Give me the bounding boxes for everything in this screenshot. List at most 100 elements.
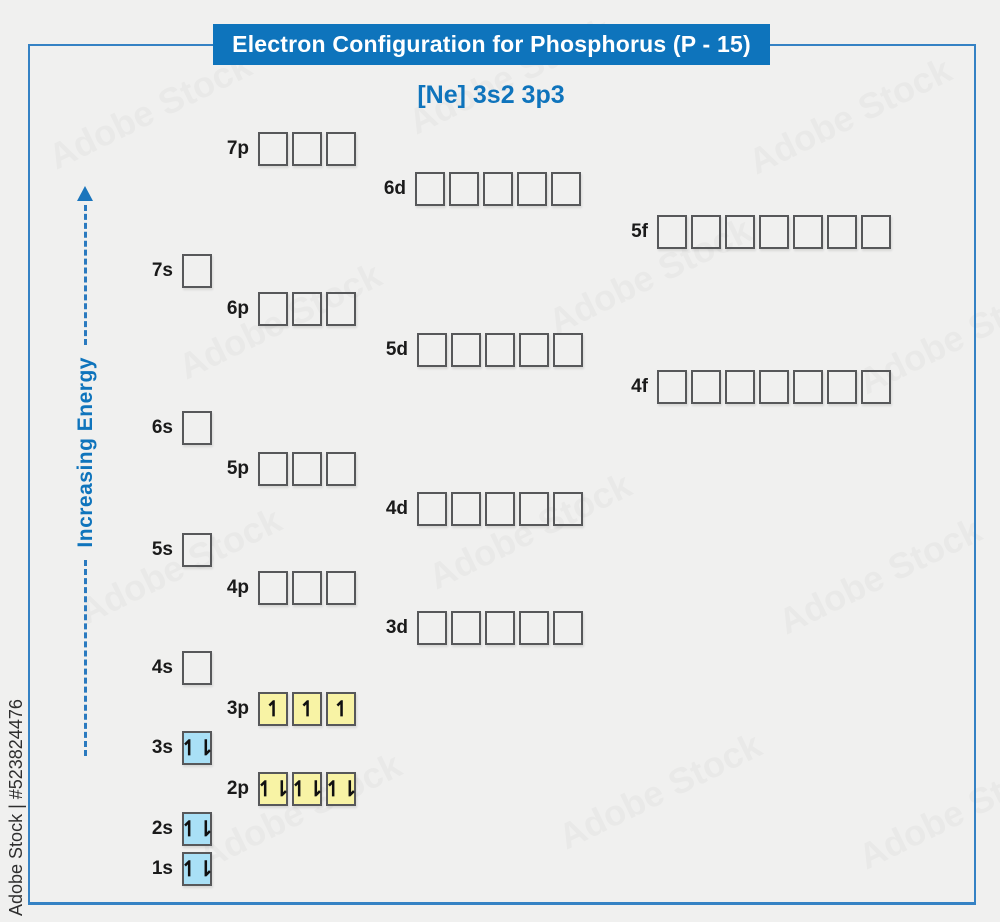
- orbital-box-5p-3: [326, 452, 356, 486]
- orbital-box-6d-1: [415, 172, 445, 206]
- orbital-box-5f-2: [691, 215, 721, 249]
- orbital-box-5d-1: [417, 333, 447, 367]
- orbital-box-5f-6: [827, 215, 857, 249]
- orbital-row-3s: 3s ↿⇂: [152, 731, 215, 765]
- orbital-row-3p: 3p ↿ ↿ ↿: [227, 692, 356, 726]
- orbital-row-5d: 5d: [386, 333, 583, 367]
- orbital-box-4p-2: [292, 571, 322, 605]
- orbital-row-7p: 7p: [227, 132, 356, 166]
- orbital-box-6p-2: [292, 292, 322, 326]
- orbital-box-4p-3: [326, 571, 356, 605]
- orbital-label-3d: 3d: [385, 617, 408, 638]
- orbital-label-7s: 7s: [151, 260, 173, 281]
- orbital-box-4f-5: [793, 370, 823, 404]
- orbital-box-4d-5: [553, 492, 583, 526]
- electron-configuration-notation: [Ne] 3s2 3p3: [417, 81, 565, 109]
- dashed-line-lower: [83, 559, 87, 756]
- orbital-box-3d-1: [417, 611, 447, 645]
- orbital-label-2s: 2s: [151, 818, 173, 839]
- orbital-box-3d-3: [485, 611, 515, 645]
- orbital-box-3d-5: [553, 611, 583, 645]
- orbital-label-4p: 4p: [226, 577, 249, 598]
- orbital-box-4f-7: [861, 370, 891, 404]
- orbital-row-4s: 4s: [152, 651, 212, 685]
- orbital-box-2s-1: ↿⇂: [180, 812, 215, 846]
- orbital-box-6d-3: [483, 172, 513, 206]
- orbital-box-6p-3: [326, 292, 356, 326]
- orbital-row-4p: 4p: [227, 571, 356, 605]
- dashed-line-upper: [83, 205, 87, 346]
- orbital-box-1s-1: ↿⇂: [180, 852, 215, 886]
- orbital-box-5f-1: [657, 215, 687, 249]
- orbital-box-3s-1: ↿⇂: [180, 731, 215, 765]
- orbital-box-4d-4: [519, 492, 549, 526]
- orbital-box-5f-4: [759, 215, 789, 249]
- orbital-label-5f: 5f: [631, 221, 648, 242]
- orbital-row-5s: 5s: [152, 533, 212, 567]
- orbital-row-6d: 6d: [384, 172, 581, 206]
- orbital-box-6d-4: [517, 172, 547, 206]
- orbital-label-1s: 1s: [151, 858, 173, 879]
- orbital-row-2p: 2p ↿⇂ ↿⇂ ↿⇂: [227, 772, 359, 806]
- orbital-label-6d: 6d: [383, 178, 406, 199]
- orbital-label-3p: 3p: [226, 698, 249, 719]
- orbital-box-6d-5: [551, 172, 581, 206]
- orbital-box-4p-1: [258, 571, 288, 605]
- diagram-title: Electron Configuration for Phosphorus (P…: [213, 24, 770, 65]
- orbital-box-5d-5: [553, 333, 583, 367]
- orbital-row-7s: 7s: [152, 254, 212, 288]
- orbital-label-7p: 7p: [226, 138, 249, 159]
- orbital-box-7p-1: [258, 132, 288, 166]
- orbital-box-5f-7: [861, 215, 891, 249]
- orbital-row-4d: 4d: [386, 492, 583, 526]
- orbital-row-6s: 6s: [152, 411, 212, 445]
- orbital-box-3d-2: [451, 611, 481, 645]
- arrow-up-icon: [77, 186, 93, 201]
- orbital-label-5d: 5d: [385, 339, 408, 360]
- orbital-box-3p-2: ↿: [292, 692, 322, 726]
- stock-watermark: Adobe Stock | #523824476: [6, 699, 26, 916]
- orbital-label-4s: 4s: [151, 657, 173, 678]
- orbital-box-5p-1: [258, 452, 288, 486]
- orbital-box-5f-5: [793, 215, 823, 249]
- orbital-box-5p-2: [292, 452, 322, 486]
- orbital-box-7s-1: [182, 254, 212, 288]
- orbital-box-6p-1: [258, 292, 288, 326]
- orbital-row-2s: 2s ↿⇂: [152, 812, 215, 846]
- energy-axis: Increasing Energy: [72, 186, 98, 756]
- orbital-box-4d-2: [451, 492, 481, 526]
- orbital-box-4f-1: [657, 370, 687, 404]
- orbital-box-4f-3: [725, 370, 755, 404]
- orbital-label-4d: 4d: [385, 498, 408, 519]
- orbital-label-4f: 4f: [631, 376, 648, 397]
- orbital-box-5d-2: [451, 333, 481, 367]
- orbital-row-3d: 3d: [386, 611, 583, 645]
- orbital-row-1s: 1s ↿⇂: [152, 852, 215, 886]
- energy-axis-label: Increasing Energy: [73, 357, 97, 548]
- orbital-row-5f: 5f: [631, 215, 891, 249]
- orbital-box-5f-3: [725, 215, 755, 249]
- orbital-row-6p: 6p: [227, 292, 356, 326]
- orbital-box-3d-4: [519, 611, 549, 645]
- orbital-box-4f-4: [759, 370, 789, 404]
- orbital-box-3p-1: ↿: [258, 692, 288, 726]
- orbital-box-5d-4: [519, 333, 549, 367]
- orbital-row-5p: 5p: [227, 452, 356, 486]
- orbital-label-2p: 2p: [226, 778, 249, 799]
- orbital-label-5p: 5p: [226, 458, 249, 479]
- orbital-box-7p-2: [292, 132, 322, 166]
- orbital-box-4f-2: [691, 370, 721, 404]
- orbital-box-2p-3: ↿⇂: [324, 772, 359, 806]
- orbital-box-4d-1: [417, 492, 447, 526]
- orbital-row-4f: 4f: [631, 370, 891, 404]
- orbital-box-5d-3: [485, 333, 515, 367]
- orbital-label-6s: 6s: [151, 417, 173, 438]
- orbital-label-3s: 3s: [151, 737, 173, 758]
- orbital-box-2p-2: ↿⇂: [290, 772, 325, 806]
- orbital-box-6d-2: [449, 172, 479, 206]
- orbital-box-5s-1: [182, 533, 212, 567]
- orbital-box-4f-6: [827, 370, 857, 404]
- orbital-label-5s: 5s: [151, 539, 173, 560]
- orbital-label-6p: 6p: [226, 298, 249, 319]
